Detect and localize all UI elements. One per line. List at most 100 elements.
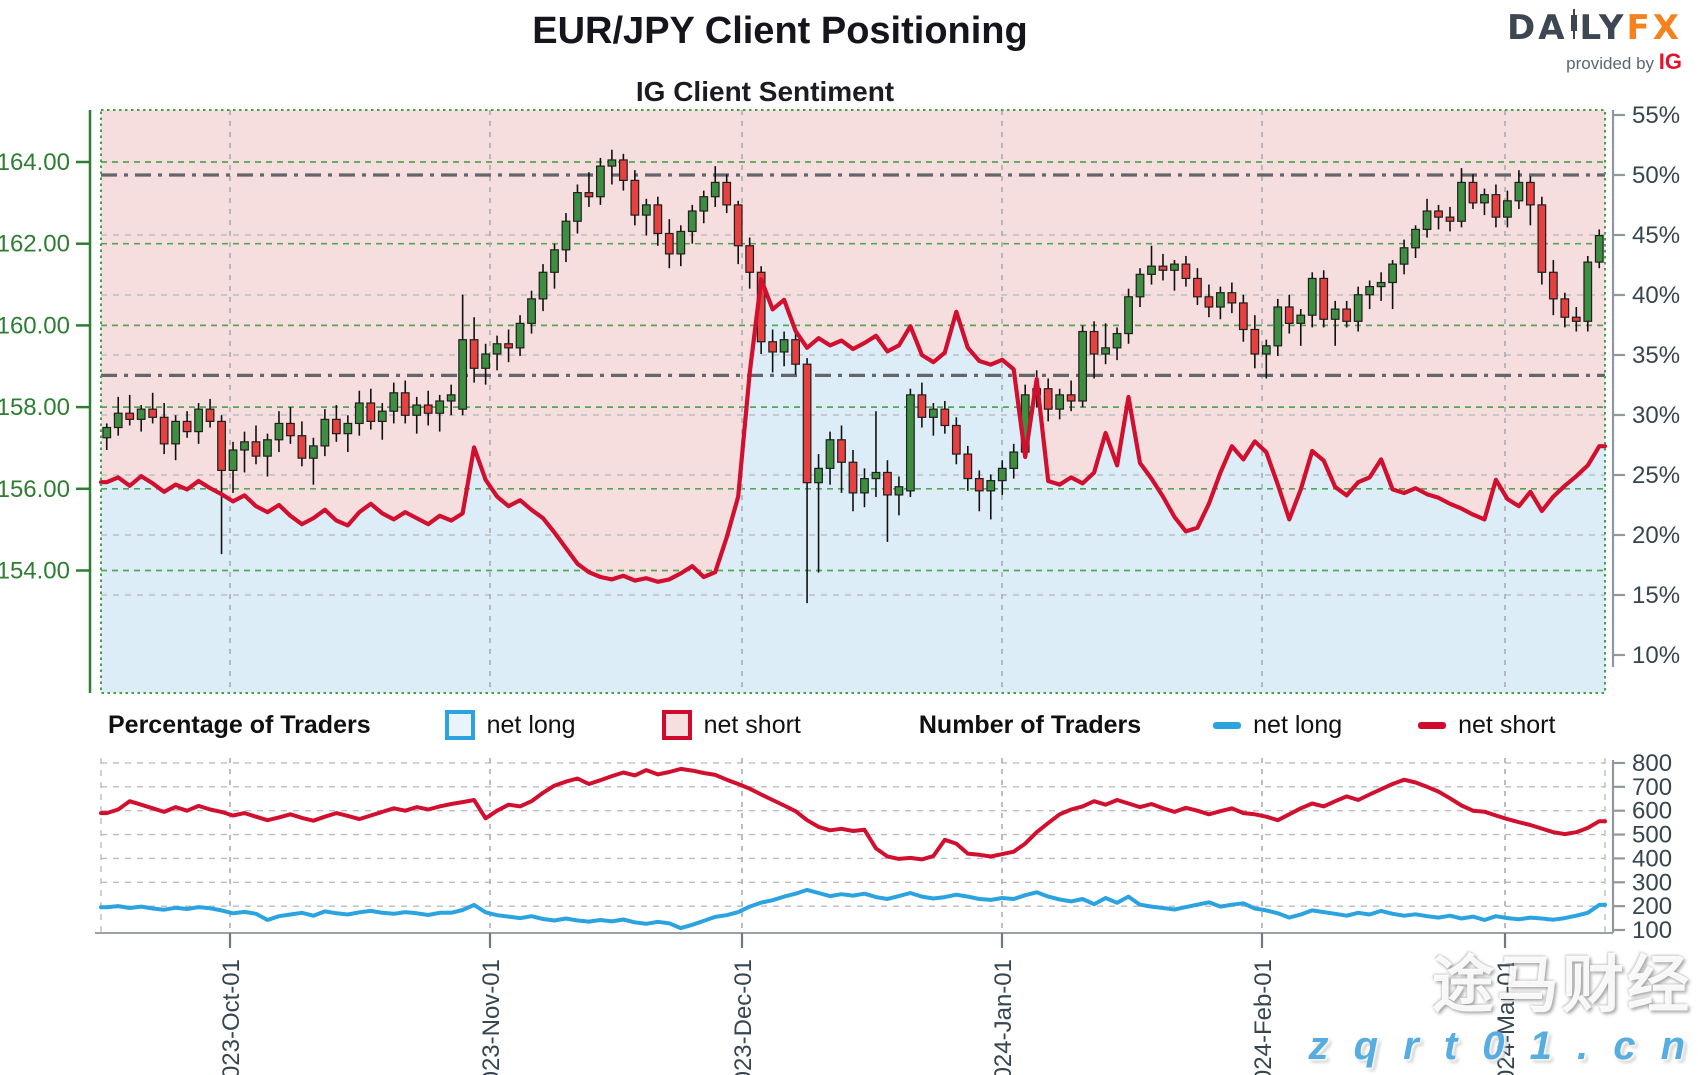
num-net-short-line	[99, 766, 1607, 862]
candle-up	[1422, 210, 1432, 231]
date-tick-label: 2024-Mar-01	[1493, 959, 1520, 1075]
price-tick-label: 164.00	[0, 149, 70, 176]
candle-up	[1112, 332, 1122, 349]
candle-down	[469, 339, 479, 369]
candle-down	[974, 477, 984, 492]
candle-up	[412, 404, 422, 416]
candle-up	[871, 471, 881, 480]
candle-down	[1319, 277, 1329, 320]
candle-down	[745, 245, 755, 273]
candle-up	[274, 422, 284, 441]
candle-down	[1491, 194, 1501, 218]
candle-down	[1537, 204, 1547, 273]
candle-down	[917, 394, 927, 418]
count-tick-label: 800	[1632, 750, 1672, 777]
pct-tick-label: 30%	[1632, 402, 1680, 429]
count-tick-label: 400	[1632, 845, 1672, 872]
legend-pct-heading: Percentage of Traders	[108, 710, 371, 739]
candle-down	[722, 181, 732, 206]
candle-up	[1583, 261, 1593, 322]
candle-up	[481, 353, 491, 369]
candle-down	[883, 471, 892, 496]
candle-down	[366, 402, 376, 422]
candle-down	[251, 441, 261, 457]
candle-down	[837, 439, 846, 463]
candle-up	[1261, 345, 1271, 355]
candle-down	[963, 453, 973, 480]
candle-up	[377, 410, 387, 422]
candle-down	[297, 435, 307, 459]
candle-up	[515, 322, 525, 349]
date-tick-label: 2023-Nov-01	[478, 959, 505, 1075]
plot-border	[100, 109, 1606, 694]
candle-down	[125, 412, 135, 420]
candle-up	[596, 165, 605, 198]
candle-down	[1066, 394, 1076, 402]
pct-tick-label: 35%	[1632, 342, 1680, 369]
count-tick-label: 700	[1632, 774, 1672, 801]
net-short-area-fill	[101, 110, 1605, 582]
candle-up	[1365, 285, 1375, 296]
pct-tick-label: 25%	[1632, 462, 1680, 489]
candle-up	[389, 392, 399, 412]
candle-up	[1594, 234, 1604, 263]
candle-up	[102, 426, 112, 439]
pct-tick-label: 55%	[1632, 102, 1680, 129]
candle-up	[997, 467, 1007, 482]
net-long-square-icon	[444, 710, 475, 740]
price-tick-label: 160.00	[0, 312, 70, 339]
price-tick-label: 154.00	[0, 558, 70, 585]
candle-down	[1434, 210, 1443, 218]
candle-down	[664, 232, 674, 255]
ig-logo: IG	[1658, 49, 1682, 74]
candle-up	[1388, 263, 1398, 284]
candle-up	[538, 271, 548, 300]
candle-up	[1124, 296, 1133, 335]
candle-down	[217, 420, 226, 472]
candle-down	[733, 204, 743, 247]
candle-down	[1571, 316, 1581, 322]
date-tick-label: 2023-Dec-01	[730, 959, 757, 1075]
candle-up	[1480, 194, 1489, 204]
chart-subtitle: IG Client Sentiment	[635, 76, 895, 107]
candle-down	[584, 192, 594, 198]
candle-down	[1043, 388, 1053, 410]
pct-tick-label: 40%	[1632, 282, 1680, 309]
legend-pct-net-long: net long	[486, 710, 576, 739]
candle-up	[113, 412, 123, 429]
candle-up	[1147, 265, 1156, 275]
candle-down	[791, 339, 800, 365]
candle-down	[182, 420, 192, 433]
candle-up	[1078, 330, 1088, 402]
candlestick-series	[102, 149, 1604, 604]
candle-up	[320, 418, 330, 447]
candle-up	[1273, 306, 1283, 347]
candle-up	[1055, 394, 1065, 410]
candle-up	[1101, 347, 1110, 355]
candle-down	[1548, 271, 1558, 300]
candle-up	[308, 445, 318, 459]
candle-down	[1204, 296, 1214, 308]
candle-down	[400, 392, 410, 416]
candle-up	[136, 408, 146, 420]
candle-up	[779, 339, 789, 353]
price-tick-label: 162.00	[0, 231, 70, 258]
candle-up	[607, 159, 617, 167]
candle-up	[986, 480, 996, 492]
candle-up	[699, 196, 709, 212]
candle-down	[504, 343, 513, 349]
candle-up	[1399, 247, 1409, 265]
net-short-square-icon	[661, 710, 692, 740]
legend-num-net-short: net short	[1458, 710, 1556, 739]
candle-up	[550, 249, 559, 273]
candle-up	[1330, 308, 1340, 320]
candle-down	[1227, 292, 1237, 304]
candle-down	[951, 424, 961, 455]
candle-up	[1503, 200, 1512, 218]
legend-pct-net-short: net short	[703, 710, 801, 739]
candle-down	[618, 159, 628, 181]
candle-up	[527, 298, 536, 324]
price-tick-label: 156.00	[0, 476, 70, 503]
pct-tick-label: 15%	[1632, 582, 1680, 609]
